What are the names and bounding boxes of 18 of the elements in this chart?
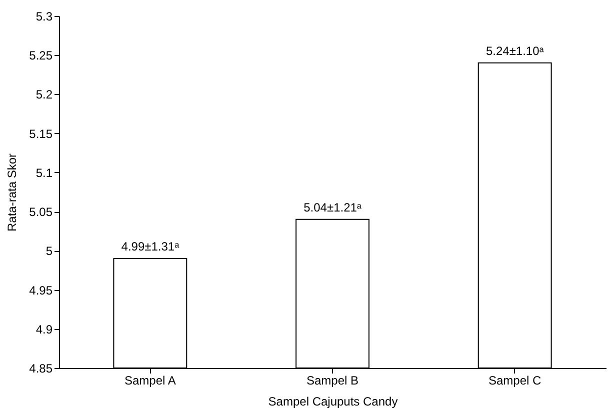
y-tick-label: 5.25 xyxy=(29,48,53,63)
x-tick-label: Sampel A xyxy=(124,374,176,388)
data-label: 5.04±1.21ᵃ xyxy=(304,200,362,214)
y-tick-label: 5.05 xyxy=(29,205,53,220)
y-tick-label: 4.95 xyxy=(29,283,53,298)
x-tick-label: Sampel B xyxy=(306,374,359,388)
y-tick-label: 4.85 xyxy=(29,362,53,376)
y-axis-title: Rata-rata Skor xyxy=(5,153,20,232)
data-label: 5.24±1.10ᵃ xyxy=(486,44,544,58)
x-axis-title: Sampel Cajuputs Candy xyxy=(268,394,398,408)
y-tick-label: 5.15 xyxy=(29,126,53,141)
x-tick-label: Sampel C xyxy=(488,374,542,388)
y-tick-label: 4.9 xyxy=(36,322,53,336)
y-tick-label: 5.1 xyxy=(36,166,53,180)
data-label: 4.99±1.31ᵃ xyxy=(121,239,180,254)
y-tick-label: 5.2 xyxy=(36,88,53,102)
y-tick-label: 5.3 xyxy=(36,10,53,24)
y-tick-label: 5 xyxy=(46,244,53,258)
